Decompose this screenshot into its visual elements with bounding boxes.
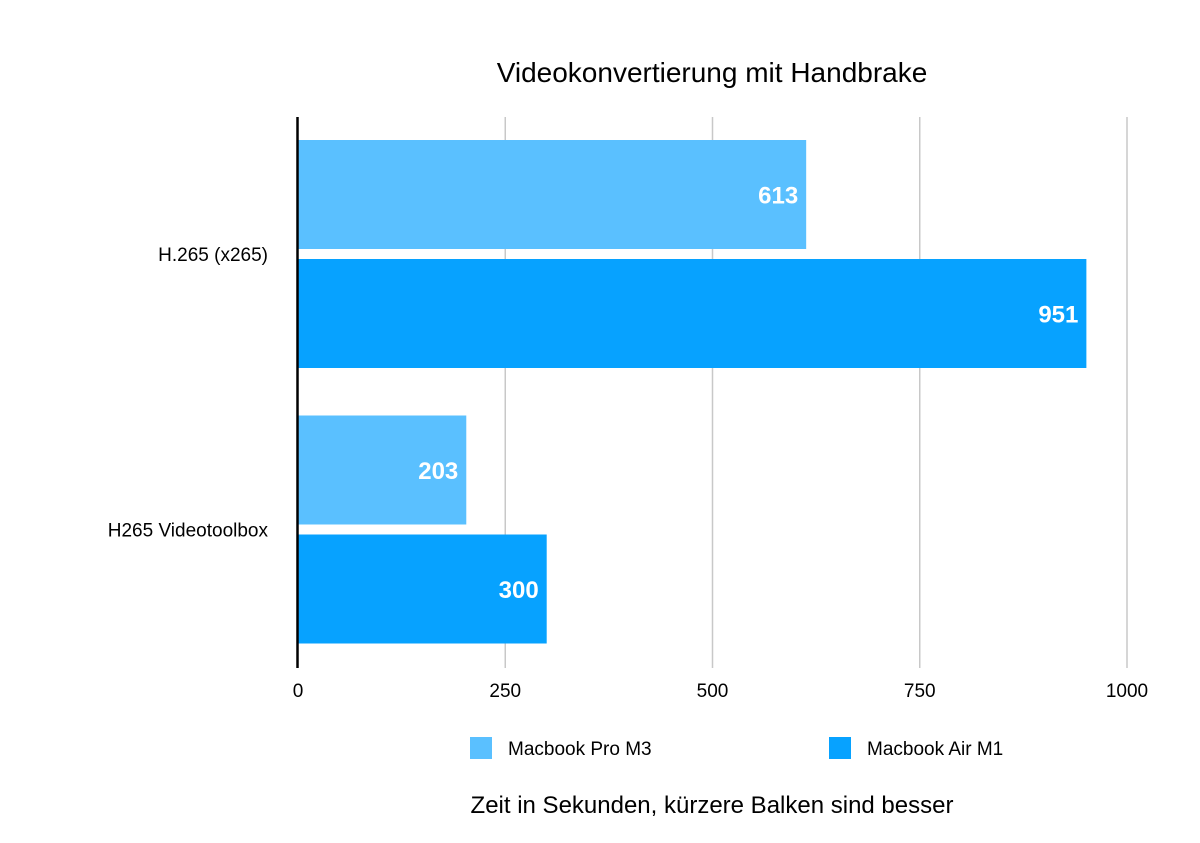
- x-tick-label: 750: [904, 681, 936, 702]
- bar: [298, 140, 807, 249]
- category-labels: H.265 (x265) H265 Videotoolbox: [108, 245, 269, 542]
- x-tick-label: 0: [293, 681, 304, 702]
- category-label: H.265 (x265): [158, 245, 268, 266]
- x-axis-label: Zeit in Sekunden, kürzere Balken sind be…: [471, 792, 954, 819]
- legend-swatch: [470, 737, 492, 759]
- bar-value-label: 613: [758, 183, 798, 210]
- legend: Macbook Pro M3 Macbook Air M1: [470, 737, 1003, 760]
- x-tick-label: 1000: [1106, 681, 1148, 702]
- bar: [298, 415, 467, 525]
- category-label: H265 Videotoolbox: [108, 521, 269, 542]
- x-tick-label: 500: [697, 681, 729, 702]
- bars: 613 951 203 300: [298, 140, 1087, 644]
- x-tick-label: 250: [489, 681, 521, 702]
- legend-swatch: [829, 737, 851, 759]
- bar-value-label: 951: [1038, 302, 1078, 329]
- bar: [298, 534, 547, 644]
- legend-label: Macbook Air M1: [867, 739, 1003, 760]
- legend-label: Macbook Pro M3: [508, 739, 652, 760]
- bar-value-label: 203: [418, 458, 458, 485]
- x-tick-labels: 0 250 500 750 1000: [293, 681, 1148, 702]
- bar-value-label: 300: [499, 577, 539, 604]
- bar: [298, 259, 1087, 368]
- chart-title: Videokonvertierung mit Handbrake: [497, 57, 928, 88]
